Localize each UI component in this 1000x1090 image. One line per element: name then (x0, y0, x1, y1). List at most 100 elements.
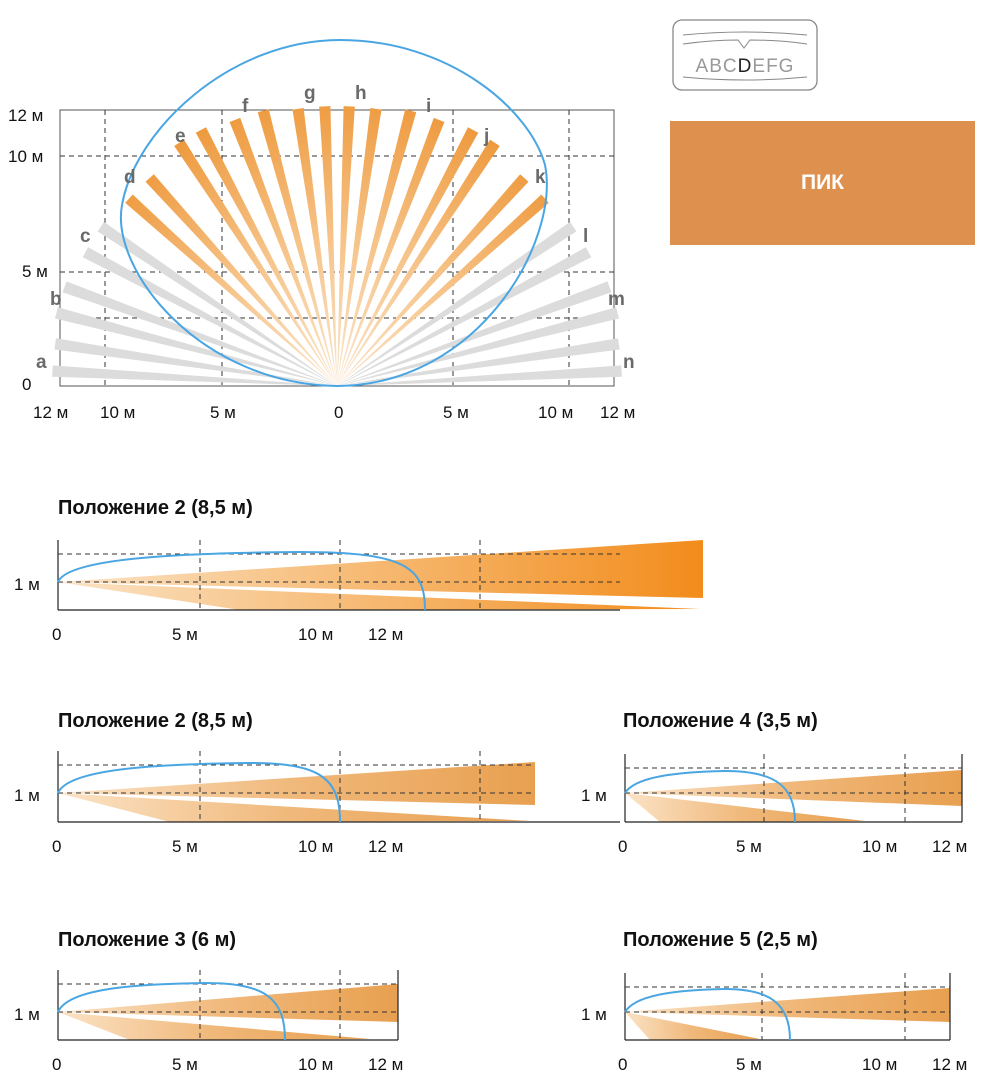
inactive-beam (337, 281, 612, 386)
inactive-beam (62, 281, 337, 386)
distance-label: 5 м (736, 837, 762, 856)
inactive-beam (337, 221, 577, 386)
distance-label: 10 м (298, 1055, 333, 1074)
lower-beam (58, 793, 530, 822)
distance-label: 5 м (172, 837, 198, 856)
side-view-title: Положение 4 (3,5 м) (623, 710, 818, 732)
distance-label: 12 м (368, 625, 403, 644)
height-label: 1 м (14, 786, 40, 805)
inactive-beam (337, 338, 620, 386)
active-beam (337, 127, 479, 386)
svg-text:ABCDEFG: ABCDEFG (696, 56, 795, 77)
distance-label: 10 м (862, 1055, 897, 1074)
side-view-title: Положение 3 (6 м) (58, 929, 236, 951)
lower-beam (58, 1012, 370, 1040)
active-beam (174, 139, 337, 386)
active-beam (337, 174, 529, 386)
beam-label: d (124, 167, 136, 188)
inactive-beam (97, 221, 337, 386)
side-view-diagram: Положение 2 (8,5 м) 1 м 0 5 м 10 м 12 м (14, 710, 620, 856)
lower-beam (58, 582, 700, 610)
side-view-diagram: Положение 5 (2,5 м) 1 м 0 5 м 10 м 12 м (581, 929, 967, 1074)
mode-pik-button[interactable]: ПИК (670, 121, 975, 245)
beam-label: h (355, 83, 367, 104)
detection-zone-curve (57, 550, 426, 611)
x-label: 12 м (33, 403, 68, 422)
distance-label: 12 м (932, 837, 967, 856)
distance-label: 12 м (932, 1055, 967, 1074)
beam-label: k (535, 167, 546, 188)
height-label: 1 м (14, 575, 40, 594)
height-label: 1 м (581, 786, 607, 805)
detection-zone-curve (624, 769, 796, 823)
height-label: 1 м (14, 1005, 40, 1024)
distance-label: 5 м (172, 1055, 198, 1074)
distance-label: 10 м (298, 837, 333, 856)
beam-label: g (304, 83, 316, 104)
distance-label: 10 м (298, 625, 333, 644)
distance-label: 0 (618, 837, 627, 856)
active-beam (337, 117, 445, 387)
beam-label: l (583, 226, 588, 247)
top-view-diagram: 12 м 10 м 5 м 0 12 м 10 м 5 м 0 5 м 10 м… (8, 38, 635, 422)
x-label: 5 м (210, 403, 236, 422)
lower-beam (625, 793, 865, 822)
height-label: 1 м (581, 1005, 607, 1024)
side-view-diagram: Положение 2 (8,5 м) 1 м 0 5 м 10 м 12 м (14, 497, 703, 644)
upper-beam (58, 762, 535, 805)
distance-label: 12 м (368, 837, 403, 856)
active-beam (337, 107, 382, 387)
distance-label: 0 (618, 1055, 627, 1074)
side-view-diagram: Положение 4 (3,5 м) 1 м 0 5 м 10 м 12 м (581, 710, 967, 856)
beam-label: n (623, 352, 635, 373)
distance-label: 0 (52, 625, 61, 644)
distance-label: 0 (52, 1055, 61, 1074)
detection-zone-curve (624, 987, 791, 1041)
inactive-beam (52, 365, 337, 386)
y-label: 0 (22, 375, 31, 394)
active-beam (337, 109, 417, 386)
beam-label: e (175, 126, 186, 147)
side-view-title: Положение 2 (8,5 м) (58, 710, 253, 732)
active-beam (195, 127, 337, 386)
detection-zone-curve (57, 981, 286, 1041)
distance-label: 5 м (172, 625, 198, 644)
y-label: 10 м (8, 147, 43, 166)
x-label: 12 м (600, 403, 635, 422)
inactive-beam (82, 247, 337, 386)
beam-label: a (36, 352, 47, 373)
inactive-beam (337, 247, 592, 386)
distance-label: 0 (52, 837, 61, 856)
active-beam (257, 109, 337, 386)
active-beam (319, 106, 337, 386)
y-label: 12 м (8, 106, 43, 125)
y-label: 5 м (22, 262, 48, 281)
upper-beam (625, 988, 950, 1022)
upper-beam (625, 770, 962, 806)
distance-label: 5 м (736, 1055, 762, 1074)
beam-label: j (483, 126, 489, 147)
upper-beam (58, 540, 703, 598)
inactive-beam (337, 307, 620, 386)
active-beam (337, 194, 549, 386)
inactive-beam (54, 307, 338, 386)
active-beam (125, 194, 337, 386)
x-label: 0 (334, 403, 343, 422)
active-beam (229, 117, 337, 387)
inactive-beam (337, 365, 622, 386)
x-label: 10 м (538, 403, 573, 422)
lower-beam (625, 1012, 760, 1040)
beam-label: c (80, 226, 91, 247)
active-beam (337, 139, 500, 386)
beam-label: f (242, 96, 249, 117)
detection-zone-curve (119, 38, 548, 388)
active-beam (337, 106, 355, 386)
x-label: 5 м (443, 403, 469, 422)
side-view-title: Положение 5 (2,5 м) (623, 929, 818, 951)
side-view-title: Положение 2 (8,5 м) (58, 497, 253, 519)
distance-label: 12 м (368, 1055, 403, 1074)
beam-label: m (608, 289, 625, 310)
beam-label: i (426, 96, 431, 117)
side-view-diagram: Положение 3 (6 м) 1 м 0 5 м 10 м 12 м (14, 929, 403, 1074)
